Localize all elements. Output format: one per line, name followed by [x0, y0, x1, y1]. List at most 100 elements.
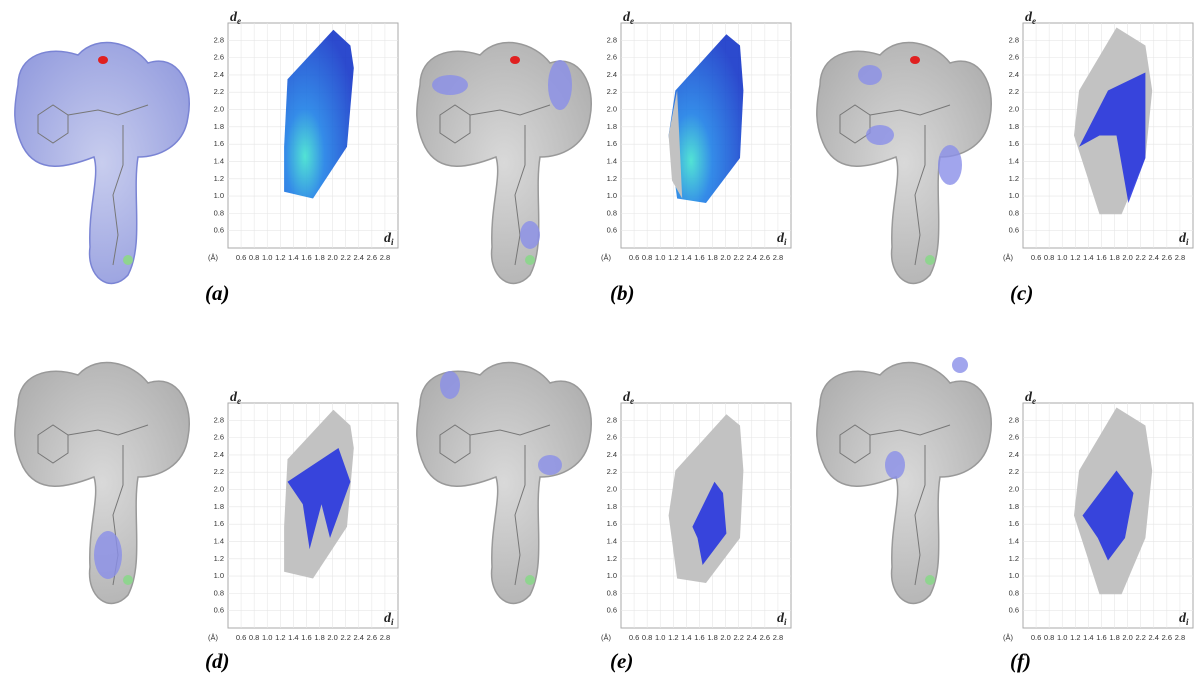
- molecule-bonds: [439, 424, 551, 586]
- x-tick-label: 2.8: [380, 253, 390, 262]
- x-tick-label: 2.0: [327, 633, 337, 642]
- fingerprint-plot: 0.60.81.01.21.41.61.82.02.22.42.62.80.6 0…: [601, 10, 792, 262]
- hirshfeld-surface: [14, 41, 190, 285]
- surface: [816, 361, 992, 605]
- x-tick-label: 0.6: [629, 633, 639, 642]
- y-tick-label: 1.8: [214, 502, 224, 511]
- x-tick-label: 0.8: [642, 253, 652, 262]
- y-tick-label: 0.8: [214, 588, 224, 597]
- hirshfeld-surface: [816, 357, 992, 605]
- x-tick-label: 1.2: [1070, 633, 1080, 642]
- hirshfeld-surface: [416, 361, 592, 605]
- x-tick-label: 1.4: [1083, 633, 1093, 642]
- x-tick-label: 0.6: [236, 253, 246, 262]
- y-tick-label: 1.0: [607, 571, 617, 580]
- y-axis-label-main: d: [230, 390, 238, 405]
- y-tick-label: 2.4: [1009, 450, 1019, 459]
- y-tick-label: 0.8: [1009, 208, 1019, 217]
- y-tick-label: 2.6: [607, 53, 617, 62]
- x-tick-label: 1.6: [694, 253, 704, 262]
- contact-spot: [858, 65, 882, 85]
- x-tick-label: 1.8: [707, 253, 717, 262]
- molecule-bonds: [439, 104, 551, 266]
- contact-spot: [866, 125, 894, 145]
- x-axis-label-main: d: [1179, 231, 1187, 246]
- y-axis-label-sub: e: [1032, 16, 1036, 26]
- unit-label: (Å): [208, 633, 219, 642]
- unit-label: (Å): [1003, 253, 1014, 262]
- y-tick-label: 1.2: [607, 174, 617, 183]
- y-tick-label: 1.6: [607, 519, 617, 528]
- y-axis-label-main: d: [623, 390, 631, 405]
- close-contact: [98, 56, 108, 64]
- fingerprint-cloud: [668, 34, 744, 203]
- y-tick-label: 0.8: [607, 588, 617, 597]
- x-tick-label: 1.6: [301, 253, 311, 262]
- y-tick-label: 1.0: [214, 571, 224, 580]
- x-axis-label-sub: i: [1186, 617, 1189, 627]
- x-tick-label: 1.0: [655, 253, 665, 262]
- x-tick-label: 1.0: [262, 253, 272, 262]
- contact-spot: [548, 60, 572, 110]
- cl-atom: [525, 255, 535, 265]
- panel: 0.60.81.01.21.41.61.82.02.22.42.62.80.6 0…: [816, 10, 1194, 305]
- panel-label: (b): [610, 281, 635, 305]
- contact-spot: [94, 531, 122, 579]
- x-tick-label: 1.2: [668, 253, 678, 262]
- x-tick-label: 1.6: [1096, 253, 1106, 262]
- x-tick-label: 2.0: [1122, 633, 1132, 642]
- x-tick-label: 1.2: [668, 633, 678, 642]
- panel-label: (d): [205, 649, 230, 673]
- x-tick-label: 2.2: [1135, 633, 1145, 642]
- x-tick-label: 2.4: [354, 633, 364, 642]
- x-axis-label-sub: i: [1186, 237, 1189, 247]
- x-tick-label: 2.4: [1149, 253, 1159, 262]
- x-tick-label: 1.6: [694, 633, 704, 642]
- y-tick-label: 1.4: [607, 536, 617, 545]
- x-tick-label: 1.8: [314, 633, 324, 642]
- y-axis-label-main: d: [1025, 10, 1033, 25]
- x-tick-label: 1.0: [655, 633, 665, 642]
- x-tick-label: 2.0: [1122, 253, 1132, 262]
- x-tick-label: 1.4: [1083, 253, 1093, 262]
- surface: [416, 41, 592, 285]
- y-tick-label: 2.6: [607, 433, 617, 442]
- x-tick-label: 1.2: [1070, 253, 1080, 262]
- y-tick-label: 1.6: [1009, 139, 1019, 148]
- fingerprint-contacts: [1079, 72, 1146, 203]
- y-tick-label: 0.8: [607, 208, 617, 217]
- y-tick-label: 2.2: [1009, 467, 1019, 476]
- x-axis-label-main: d: [777, 611, 785, 626]
- y-tick-label: 2.4: [1009, 70, 1019, 79]
- x-tick-label: 1.0: [1057, 633, 1067, 642]
- fingerprint-plot: 0.60.81.01.21.41.61.82.02.22.42.62.80.6 0…: [208, 10, 399, 262]
- y-tick-label: 2.6: [1009, 53, 1019, 62]
- y-tick-label: 0.6: [214, 606, 224, 615]
- y-tick-label: 2.4: [607, 450, 617, 459]
- cl-atom: [525, 575, 535, 585]
- y-tick-label: 1.6: [1009, 519, 1019, 528]
- unit-label: (Å): [1003, 633, 1014, 642]
- hirshfeld-surface: [416, 41, 592, 285]
- y-axis-label: de: [1025, 10, 1036, 26]
- y-tick-label: 2.8: [214, 415, 224, 424]
- panel-label: (e): [610, 649, 633, 673]
- y-tick-label: 2.8: [214, 35, 224, 44]
- contact-spot: [885, 451, 905, 479]
- fingerprint-plot: 0.60.81.01.21.41.61.82.02.22.42.62.80.6 0…: [208, 390, 399, 642]
- y-tick-label: 1.8: [1009, 122, 1019, 131]
- panel-label: (c): [1010, 281, 1033, 305]
- y-tick-label: 1.0: [1009, 191, 1019, 200]
- y-tick-label: 1.6: [214, 519, 224, 528]
- hirshfeld-surface: [14, 361, 190, 605]
- fingerprint-plot: 0.60.81.01.21.41.61.82.02.22.42.62.80.6 0…: [1003, 390, 1194, 642]
- x-tick-label: 2.8: [1175, 633, 1185, 642]
- y-tick-label: 0.6: [607, 226, 617, 235]
- y-tick-label: 1.2: [214, 554, 224, 563]
- y-axis-label-sub: e: [1032, 396, 1036, 406]
- fingerprint-gray: [668, 90, 683, 199]
- x-axis-label-sub: i: [784, 617, 787, 627]
- fingerprint-cloud: [284, 29, 354, 199]
- fingerprint-plot: 0.60.81.01.21.41.61.82.02.22.42.62.80.6 0…: [601, 390, 792, 642]
- x-tick-label: 0.8: [249, 253, 259, 262]
